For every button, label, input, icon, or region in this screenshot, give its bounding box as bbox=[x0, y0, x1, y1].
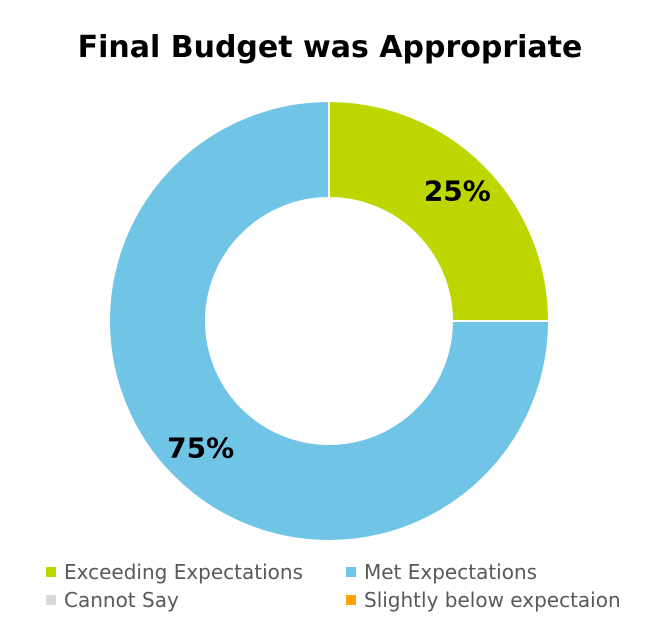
chart-title: Final Budget was Appropriate bbox=[77, 30, 583, 65]
legend-item-met: Met Expectations bbox=[346, 560, 646, 584]
legend-swatch-cannot-say bbox=[46, 595, 56, 605]
legend-swatch-slightly-below bbox=[346, 595, 356, 605]
donut-chart: 25% 75% bbox=[108, 99, 551, 542]
legend-label-slightly-below: Slightly below expectaion bbox=[364, 588, 621, 612]
legend-item-cannot-say: Cannot Say bbox=[46, 588, 346, 612]
slice-met-expectations bbox=[108, 99, 551, 542]
legend: Exceeding Expectations Met Expectations … bbox=[46, 560, 646, 612]
legend-label-cannot-say: Cannot Say bbox=[64, 588, 179, 612]
data-label-exceeding-expectations: 25% bbox=[424, 175, 491, 208]
slice-exceeding-expectations bbox=[328, 99, 551, 322]
legend-item-exceeding: Exceeding Expectations bbox=[46, 560, 346, 584]
data-label-met-expectations: 75% bbox=[167, 431, 234, 464]
legend-label-exceeding: Exceeding Expectations bbox=[64, 560, 304, 584]
legend-label-met: Met Expectations bbox=[364, 560, 538, 584]
legend-item-slightly-below: Slightly below expectaion bbox=[346, 588, 646, 612]
legend-swatch-met bbox=[346, 567, 356, 577]
legend-swatch-exceeding bbox=[46, 567, 56, 577]
